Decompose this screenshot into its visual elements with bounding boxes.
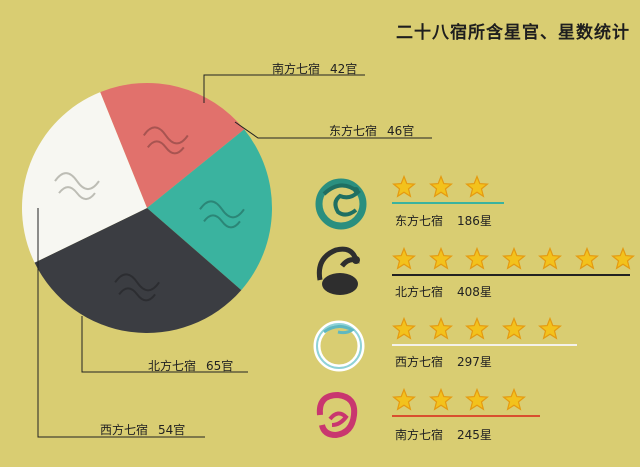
- pie-pattern-east: [199, 200, 245, 229]
- star-icon: [574, 247, 599, 270]
- pie-slice-north: [34, 208, 242, 333]
- star-underline: [392, 415, 540, 417]
- star-icon: [428, 175, 453, 198]
- pie-slice-west: [21, 92, 147, 263]
- star-icon: [538, 247, 562, 270]
- east-row-count: 186星: [457, 214, 492, 228]
- star-icon: [501, 317, 526, 340]
- west-leader-line: [37, 208, 205, 438]
- star-icon: [428, 247, 453, 270]
- south-row-label: 南方七宿 245星: [395, 426, 492, 443]
- south-pie-name: 南方七宿: [272, 62, 321, 76]
- star-underline: [392, 274, 630, 276]
- east-leader-line: [234, 121, 432, 139]
- star-icon: [465, 317, 489, 340]
- north-pie-count: 65官: [206, 359, 234, 373]
- north-row-label: 北方七宿 408星: [395, 283, 492, 300]
- star-icon: [538, 317, 562, 340]
- star-icon: [611, 247, 635, 270]
- south-pie-count: 42官: [330, 62, 358, 76]
- west-pie-name: 西方七宿: [100, 423, 149, 437]
- star-icon: [392, 317, 416, 340]
- north-pie-name: 北方七宿: [148, 359, 197, 373]
- pie-pattern-west: [54, 172, 100, 201]
- south-pie-label: 南方七宿 42官: [272, 60, 357, 77]
- south-row-name: 南方七宿: [395, 428, 444, 442]
- south-leader-line: [203, 74, 365, 103]
- east-pie-count: 46官: [387, 124, 415, 138]
- tiger-emblem-icon: [313, 320, 365, 372]
- east-row-label: 东方七宿 186星: [395, 212, 492, 229]
- star-icon: [501, 247, 526, 270]
- star-icon: [501, 388, 526, 411]
- turtle-snake-emblem-icon: [316, 246, 360, 295]
- star-underline: [392, 202, 504, 204]
- pie-slice-south: [100, 83, 245, 208]
- star-icon: [465, 388, 489, 411]
- east-row-name: 东方七宿: [395, 214, 444, 228]
- star-icon: [428, 388, 453, 411]
- bird-emblem-icon: [316, 391, 358, 439]
- star-underline: [392, 344, 577, 346]
- west-pie-count: 54官: [158, 423, 186, 437]
- north-row-name: 北方七宿: [395, 285, 444, 299]
- west-row-label: 西方七宿 297星: [395, 353, 492, 370]
- west-row-count: 297星: [457, 355, 492, 369]
- east-pie-name: 东方七宿: [329, 124, 378, 138]
- dragon-emblem-icon: [315, 178, 367, 230]
- chart-title: 二十八宿所含星官、星数统计: [396, 23, 630, 43]
- west-pie-label: 西方七宿 54官: [100, 421, 185, 438]
- pie-pattern-south: [142, 126, 189, 155]
- star-icon: [465, 175, 489, 198]
- star-icon: [465, 247, 489, 270]
- south-row-count: 245星: [457, 428, 492, 442]
- star-icon: [392, 247, 416, 270]
- star-icon: [428, 317, 453, 340]
- star-icon: [392, 175, 416, 198]
- east-pie-label: 东方七宿 46官: [329, 122, 414, 139]
- pie-slice-east: [147, 129, 272, 291]
- north-row-count: 408星: [457, 285, 492, 299]
- north-pie-label: 北方七宿 65官: [148, 357, 233, 374]
- star-icon: [392, 388, 416, 411]
- west-row-name: 西方七宿: [395, 355, 444, 369]
- pie-pattern-north: [114, 273, 160, 302]
- north-leader-line: [81, 316, 248, 373]
